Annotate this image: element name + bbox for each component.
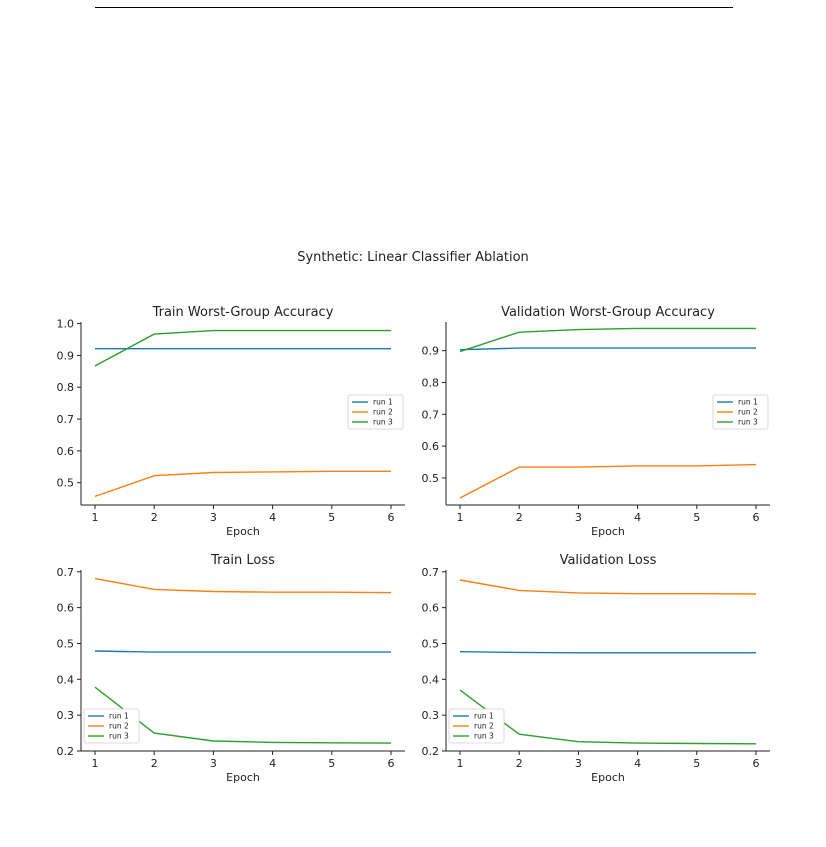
subplot-title: Train Worst-Group Accuracy bbox=[152, 305, 334, 320]
x-tick-label: 6 bbox=[388, 757, 395, 770]
x-tick-label: 2 bbox=[151, 511, 158, 524]
y-tick-label: 0.6 bbox=[57, 602, 75, 615]
y-tick-label: 0.5 bbox=[57, 637, 75, 650]
series-line-run-2 bbox=[459, 579, 757, 595]
legend-frame bbox=[448, 708, 505, 744]
series-line-run-2 bbox=[459, 463, 757, 499]
legend-frame bbox=[83, 708, 140, 744]
y-tick-label: 0.8 bbox=[57, 381, 75, 394]
legend-label: run 1 bbox=[738, 398, 758, 407]
x-tick-label: 3 bbox=[210, 757, 217, 770]
x-tick-label: 3 bbox=[575, 757, 582, 770]
y-tick-label: 0.9 bbox=[57, 349, 75, 362]
y-tick-label: 0.4 bbox=[422, 673, 440, 686]
y-tick-label: 0.2 bbox=[422, 745, 440, 758]
y-tick-label: 0.5 bbox=[422, 637, 440, 650]
series-line-run-1 bbox=[459, 347, 756, 351]
legend-label: run 3 bbox=[738, 418, 758, 427]
x-tick-label: 5 bbox=[328, 511, 335, 524]
y-tick-label: 0.7 bbox=[422, 408, 440, 421]
x-tick-label: 4 bbox=[269, 511, 276, 524]
y-tick-label: 0.8 bbox=[422, 376, 440, 389]
x-tick-label: 1 bbox=[457, 511, 464, 524]
top-rule bbox=[95, 7, 733, 8]
x-tick-label: 6 bbox=[753, 511, 760, 524]
subplot-3: Train Loss 1 2 3 4 5 6 Epoch 0.2 0.3 0.4 0.5 0.6 0.7 r… bbox=[57, 553, 405, 784]
subplot-2: Validation Worst-Group Accuracy 1 2 3 4 5 6 Epo… bbox=[422, 305, 770, 538]
x-axis-label: Epoch bbox=[226, 525, 260, 538]
x-axis-label: Epoch bbox=[591, 771, 625, 784]
y-tick-label: 0.4 bbox=[57, 673, 75, 686]
y-tick-label: 0.2 bbox=[57, 745, 75, 758]
subplot-title: Train Loss bbox=[210, 553, 275, 568]
y-tick-label: 0.5 bbox=[422, 472, 440, 485]
x-tick-label: 6 bbox=[388, 511, 395, 524]
legend-label: run 3 bbox=[373, 418, 393, 427]
x-tick-label: 3 bbox=[210, 511, 217, 524]
series-line-run-3 bbox=[94, 686, 392, 744]
y-tick-label: 0.7 bbox=[57, 413, 75, 426]
series-line-run-3 bbox=[94, 329, 391, 367]
legend-label: run 2 bbox=[738, 408, 758, 417]
subplot-title: Validation Worst-Group Accuracy bbox=[501, 305, 715, 320]
x-axis-label: Epoch bbox=[591, 525, 625, 538]
x-tick-label: 1 bbox=[457, 757, 464, 770]
y-tick-label: 0.6 bbox=[57, 445, 75, 458]
x-tick-label: 5 bbox=[328, 757, 335, 770]
y-tick-label: 0.5 bbox=[57, 477, 75, 490]
x-tick-label: 5 bbox=[693, 511, 700, 524]
subplot-4: Validation Loss 1 2 3 4 5 6 Epoch 0.2 0.3 0.4 0.5 0.… bbox=[422, 553, 770, 784]
x-axis-label: Epoch bbox=[226, 771, 260, 784]
y-tick-label: 1.0 bbox=[57, 318, 75, 331]
legend-label: run 1 bbox=[474, 712, 494, 721]
subplot-title: Validation Loss bbox=[560, 553, 657, 568]
series-line-run-1 bbox=[459, 651, 756, 654]
y-tick-label: 0.6 bbox=[422, 602, 440, 615]
x-tick-label: 1 bbox=[92, 511, 99, 524]
x-tick-label: 2 bbox=[151, 757, 158, 770]
figure-title: Synthetic: Linear Classifier Ablation bbox=[297, 250, 529, 265]
x-tick-label: 4 bbox=[634, 757, 641, 770]
x-tick-label: 5 bbox=[693, 757, 700, 770]
legend-label: run 1 bbox=[373, 398, 393, 407]
series-line-run-2 bbox=[94, 470, 391, 498]
x-tick-label: 4 bbox=[634, 511, 641, 524]
legend-frame bbox=[712, 394, 769, 430]
y-tick-label: 0.6 bbox=[422, 440, 440, 453]
x-tick-label: 2 bbox=[516, 757, 523, 770]
series-line-run-2 bbox=[94, 577, 392, 594]
legend-label: run 2 bbox=[373, 408, 393, 417]
x-tick-label: 3 bbox=[575, 511, 582, 524]
legend-label: run 3 bbox=[474, 732, 494, 741]
y-tick-label: 0.7 bbox=[422, 566, 440, 579]
legend-label: run 1 bbox=[109, 712, 129, 721]
series-line-run-3 bbox=[459, 327, 756, 353]
series-line-run-3 bbox=[459, 689, 757, 745]
series-line-run-1 bbox=[94, 650, 391, 653]
legend-label: run 3 bbox=[109, 732, 129, 741]
x-tick-label: 1 bbox=[92, 757, 99, 770]
subplot-1: Train Worst-Group Accuracy 1 2 3 4 5 6 Epoch 0.5… bbox=[57, 305, 405, 538]
legend-frame bbox=[347, 394, 404, 430]
x-tick-label: 4 bbox=[269, 757, 276, 770]
y-tick-label: 0.7 bbox=[57, 566, 75, 579]
y-tick-label: 0.3 bbox=[422, 709, 440, 722]
x-tick-label: 2 bbox=[516, 511, 523, 524]
y-tick-label: 0.9 bbox=[422, 345, 440, 358]
legend-label: run 2 bbox=[474, 722, 494, 731]
y-tick-label: 0.3 bbox=[57, 709, 75, 722]
legend-label: run 2 bbox=[109, 722, 129, 731]
x-tick-label: 6 bbox=[753, 757, 760, 770]
